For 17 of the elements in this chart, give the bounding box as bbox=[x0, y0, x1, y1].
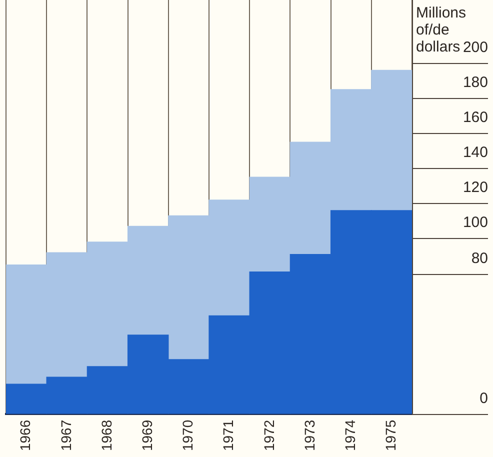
x-tick-label: 1968 bbox=[98, 420, 114, 452]
y-tick-label: 0 bbox=[480, 390, 488, 408]
y-tick-label: 160 bbox=[462, 109, 488, 126]
y-tick-label: 120 bbox=[462, 179, 488, 196]
x-tick-label: 1975 bbox=[382, 420, 399, 452]
y-tick-label: 180 bbox=[462, 74, 488, 92]
x-tick-label: 1972 bbox=[260, 420, 277, 452]
x-tick-label: 1970 bbox=[180, 420, 196, 452]
x-tick-label: 1973 bbox=[301, 420, 318, 452]
x-tick-label: 1967 bbox=[58, 420, 74, 452]
x-tick-label: 1969 bbox=[138, 420, 155, 452]
y-tick-label: 140 bbox=[462, 144, 488, 162]
x-tick-label: 1971 bbox=[220, 420, 236, 452]
x-tick-label: 1974 bbox=[342, 420, 358, 452]
y-tick-label: 80 bbox=[471, 250, 488, 268]
y-tick-label: 100 bbox=[462, 214, 488, 232]
x-tick-label: 1966 bbox=[17, 420, 34, 452]
